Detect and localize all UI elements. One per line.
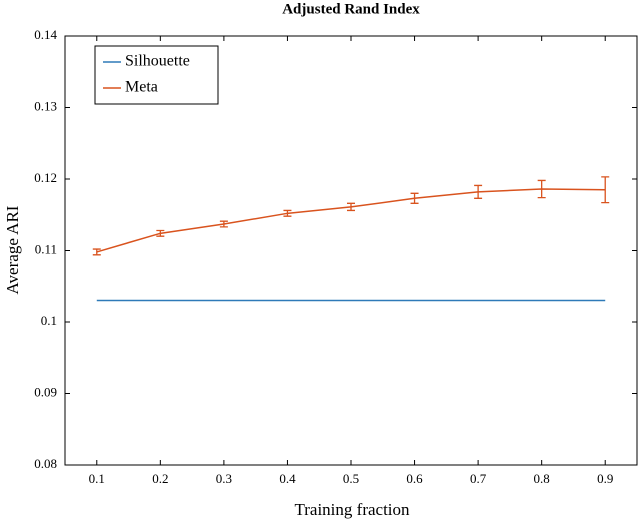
error-bar	[219, 220, 228, 228]
y-tick-label: 0.08	[34, 456, 57, 471]
y-tick-label: 0.09	[34, 384, 57, 399]
x-tick-label: 0.2	[152, 471, 168, 486]
x-axis-label: Training fraction	[294, 500, 410, 519]
legend-box	[94, 45, 219, 105]
x-tick-label: 0.1	[89, 471, 105, 486]
error-bar	[156, 229, 165, 237]
x-tick-label: 0.6	[406, 471, 423, 486]
y-tick-label: 0.14	[34, 27, 57, 42]
error-bar	[601, 176, 610, 204]
error-bar	[410, 192, 419, 204]
x-tick-label: 0.4	[279, 471, 296, 486]
series-line	[96, 188, 606, 253]
y-tick-label: 0.13	[34, 98, 57, 113]
error-bar	[474, 184, 483, 199]
x-tick-label: 0.3	[216, 471, 232, 486]
x-tick-label: 0.7	[470, 471, 487, 486]
x-tick-label: 0.9	[597, 471, 613, 486]
x-tick-label: 0.8	[534, 471, 550, 486]
error-bar	[92, 248, 101, 256]
chart-title: Adjusted Rand Index	[282, 1, 420, 17]
x-tick-label: 0.5	[343, 471, 359, 486]
legend-label: Silhouette	[125, 53, 190, 70]
y-axis-label: Average ARI	[3, 205, 22, 294]
error-bar	[283, 209, 292, 217]
legend-label: Meta	[125, 79, 158, 96]
error-bar	[537, 179, 546, 199]
y-tick-label: 0.12	[34, 170, 57, 185]
y-tick-label: 0.11	[35, 241, 57, 256]
y-tick-label: 0.1	[41, 313, 57, 328]
error-bar	[347, 202, 355, 212]
